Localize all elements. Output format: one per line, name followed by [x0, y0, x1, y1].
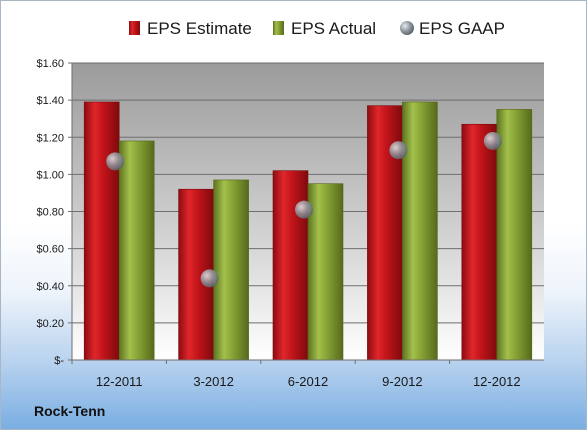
- point-eps-gaap: [200, 269, 219, 288]
- y-tick-label: $-: [54, 355, 64, 367]
- y-tick-label: $1.60: [36, 58, 64, 70]
- legend-swatch-eps-gaap: [400, 21, 414, 35]
- bar-eps-estimate: [461, 123, 498, 361]
- legend-swatch-eps-estimate: [129, 21, 140, 35]
- bar-eps-actual: [213, 179, 249, 361]
- legend-label: EPS GAAP: [419, 19, 505, 38]
- y-tick-label: $0.40: [36, 281, 64, 293]
- y-tick-label: $1.20: [36, 132, 64, 144]
- plot-area: $- $0.20 $0.40 $0.60 $0.80 $1.00 $1.20 $1.40 $1.…: [36, 58, 544, 389]
- legend-swatch-eps-actual: [273, 21, 284, 35]
- bar-eps-estimate: [272, 170, 309, 361]
- x-tick-label: 12-2012: [473, 374, 521, 389]
- bar-eps-actual: [118, 140, 155, 361]
- y-tick-label: $0.80: [36, 207, 64, 219]
- point-eps-gaap: [295, 200, 313, 219]
- bar-eps-actual: [402, 101, 438, 361]
- bar-eps-actual: [307, 183, 344, 361]
- x-tick-label: 12-2011: [96, 374, 143, 389]
- y-tick-label: $1.00: [36, 169, 64, 181]
- company-label: Rock-Tenn: [34, 403, 106, 419]
- x-tick-label: 3-2012: [193, 374, 233, 389]
- bar-eps-estimate: [83, 101, 120, 361]
- legend-label: EPS Estimate: [147, 19, 252, 38]
- point-eps-gaap: [106, 152, 125, 171]
- x-tick-label: 9-2012: [382, 374, 422, 389]
- point-eps-gaap: [483, 131, 502, 150]
- bar-eps-actual: [496, 109, 533, 361]
- point-eps-gaap: [389, 141, 408, 160]
- legend: EPS Estimate EPS Actual EPS GAAP: [129, 19, 505, 38]
- y-tick-label: $0.20: [36, 318, 64, 330]
- y-tick-label: $1.40: [36, 95, 64, 107]
- y-tick-label: $0.60: [36, 244, 64, 256]
- legend-label: EPS Actual: [291, 19, 376, 38]
- x-tick-label: 6-2012: [288, 374, 328, 389]
